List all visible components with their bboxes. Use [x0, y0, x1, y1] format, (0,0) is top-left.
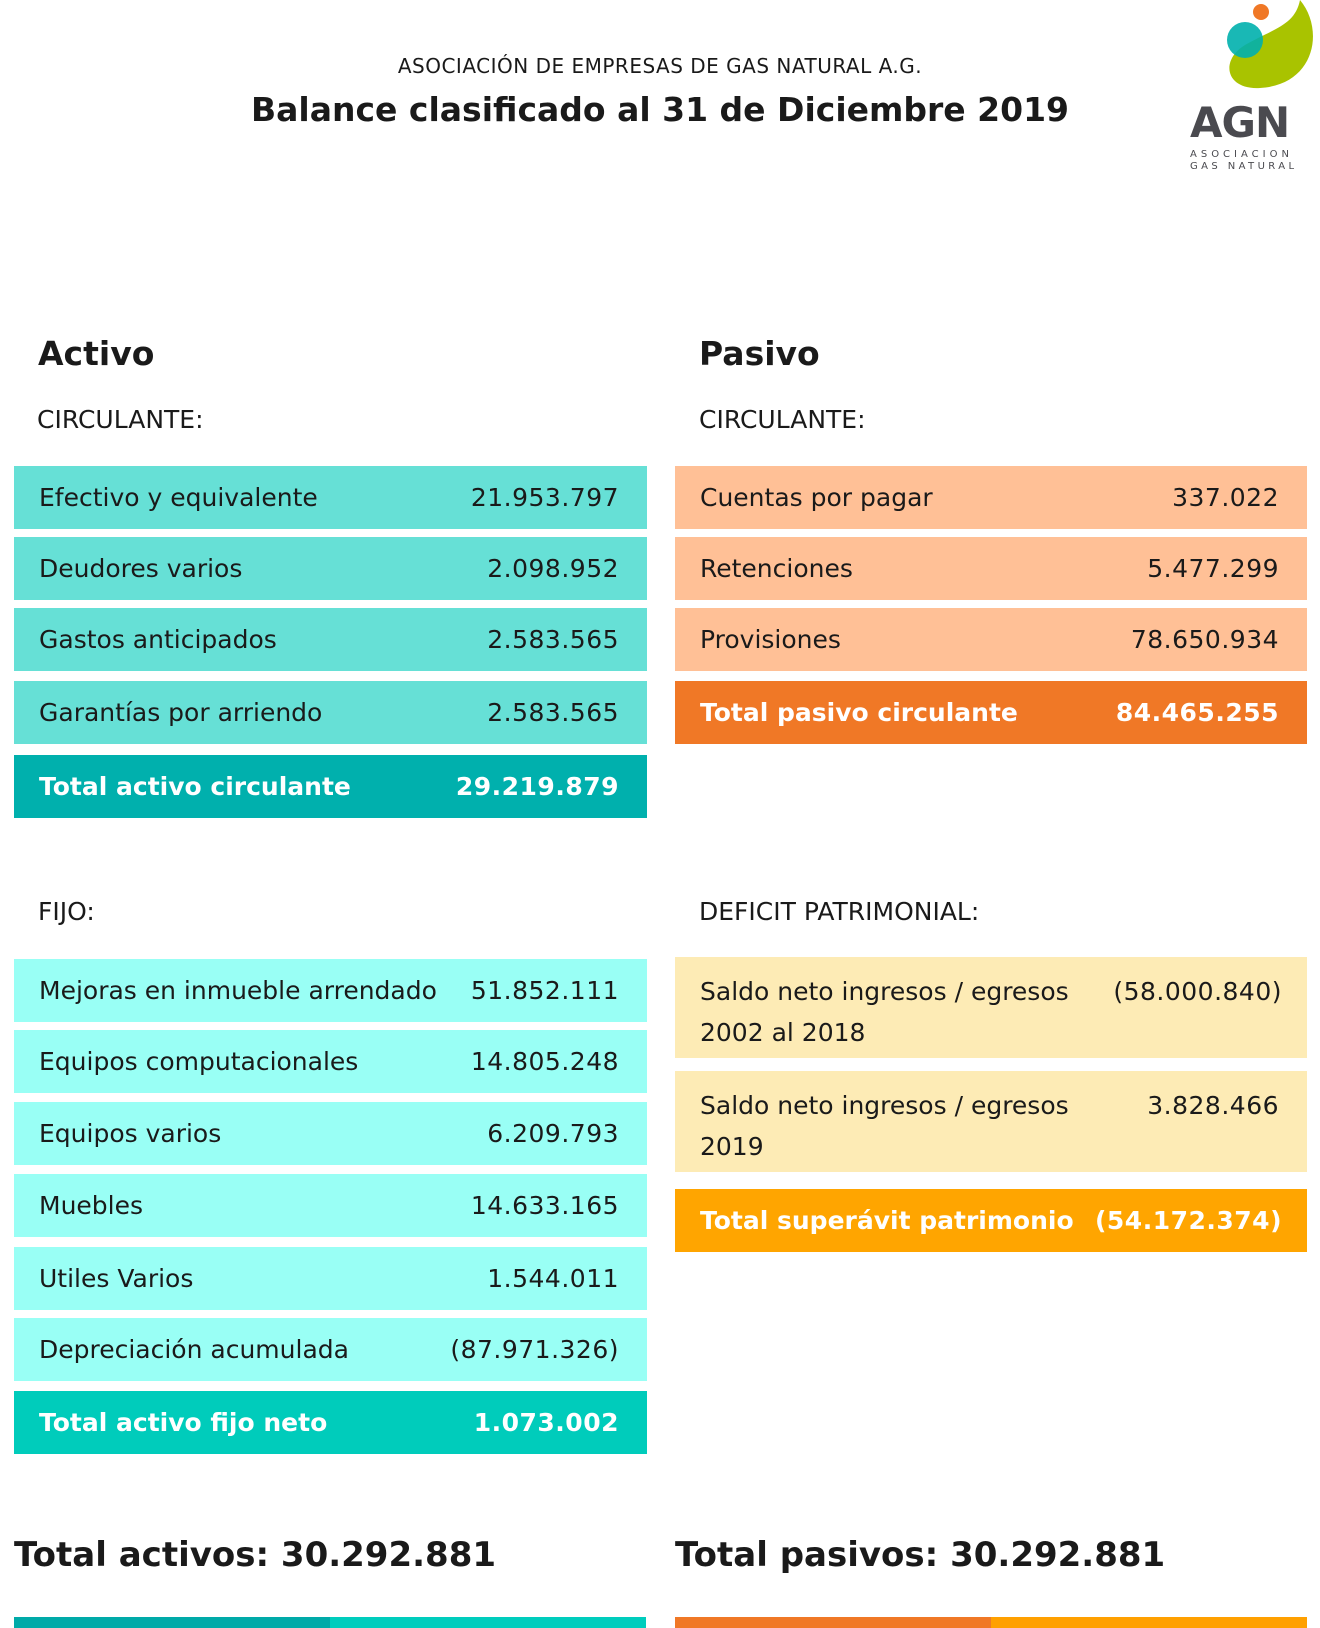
row-label: Saldo neto ingresos / egresos 2019 [700, 1091, 1069, 1161]
table-row: Equipos varios 6.209.793 [14, 1102, 647, 1165]
activo-bar-dark [14, 1617, 330, 1628]
row-value: 2.098.952 [487, 554, 619, 583]
row-value: 1.544.011 [487, 1264, 619, 1293]
row-value: 51.852.111 [470, 976, 619, 1005]
row-label: Saldo neto ingresos / egresos 2002 al 20… [700, 977, 1069, 1047]
total-row: Total activo circulante 29.219.879 [14, 755, 647, 818]
row-label: Equipos computacionales [39, 1047, 359, 1076]
table-row: Efectivo y equivalente 21.953.797 [14, 466, 647, 529]
total-value: 84.465.255 [1115, 698, 1279, 727]
row-label: Cuentas por pagar [700, 483, 933, 512]
activo-bar-light [330, 1617, 646, 1628]
table-row: Saldo neto ingresos / egresos 2002 al 20… [675, 957, 1307, 1058]
row-value: 78.650.934 [1130, 625, 1279, 654]
row-label: Provisiones [700, 625, 841, 654]
table-row: Utiles Varios 1.544.011 [14, 1247, 647, 1310]
total-value: 29.219.879 [455, 772, 619, 801]
row-label: Equipos varios [39, 1119, 222, 1148]
total-activos: Total activos: 30.292.881 [14, 1535, 497, 1575]
row-value: 6.209.793 [487, 1119, 619, 1148]
row-label: Efectivo y equivalente [39, 483, 318, 512]
row-label: Retenciones [700, 554, 853, 583]
row-value: 14.633.165 [470, 1191, 619, 1220]
page-title: Balance clasificado al 31 de Diciembre 2… [250, 90, 1070, 129]
table-row: Muebles 14.633.165 [14, 1174, 647, 1237]
logo-line1: ASOCIACION [1190, 149, 1293, 160]
table-row: Gastos anticipados 2.583.565 [14, 608, 647, 671]
table-row: Retenciones 5.477.299 [675, 537, 1307, 600]
organization-name: ASOCIACIÓN DE EMPRESAS DE GAS NATURAL A.… [397, 54, 923, 78]
deficit-label: DEFICIT PATRIMONIAL: [699, 897, 980, 926]
table-row: Depreciación acumulada (87.971.326) [14, 1318, 647, 1381]
logo-line2: GAS NATURAL [1190, 161, 1298, 172]
activo-heading: Activo [38, 334, 155, 373]
row-label: Depreciación acumulada [39, 1335, 349, 1364]
total-row: Total superávit patrimonio (54.172.374) [675, 1189, 1307, 1252]
row-label: Garantías por arriendo [39, 698, 323, 727]
row-value: 2.583.565 [487, 698, 619, 727]
total-row: Total activo fijo neto 1.073.002 [14, 1391, 647, 1454]
total-label: Total activo fijo neto [39, 1408, 328, 1437]
row-label: Utiles Varios [39, 1264, 194, 1293]
table-row: Deudores varios 2.098.952 [14, 537, 647, 600]
pasivo-circulante-label: CIRCULANTE: [699, 405, 866, 434]
row-label: Gastos anticipados [39, 625, 277, 654]
row-value: 2.583.565 [487, 625, 619, 654]
total-label: Total activo circulante [39, 772, 351, 801]
row-label: Mejoras en inmueble arrendado [39, 976, 437, 1005]
logo-leaf-icon [1227, 0, 1313, 89]
table-row: Saldo neto ingresos / egresos 2019 3.828.… [675, 1071, 1307, 1172]
agn-logo: AGN ASOCIACION GAS NATURAL [1190, 0, 1320, 175]
pasivo-bar-light [991, 1617, 1307, 1628]
row-value: 3.828.466 [1147, 1091, 1279, 1120]
table-row: Garantías por arriendo 2.583.565 [14, 681, 647, 744]
total-label: Total pasivo circulante [700, 698, 1018, 727]
row-value: 5.477.299 [1147, 554, 1279, 583]
row-label: Muebles [39, 1191, 144, 1220]
pasivo-bar-dark [675, 1617, 991, 1628]
table-row: Mejoras en inmueble arrendado 51.852.111 [14, 959, 647, 1022]
row-value: 14.805.248 [470, 1047, 619, 1076]
row-value: (58.000.840) [1113, 977, 1282, 1006]
table-row: Provisiones 78.650.934 [675, 608, 1307, 671]
row-value: (87.971.326) [450, 1335, 619, 1364]
activo-circulante-label: CIRCULANTE: [37, 405, 204, 434]
table-row: Cuentas por pagar 337.022 [675, 466, 1307, 529]
total-pasivos: Total pasivos: 30.292.881 [675, 1535, 1166, 1575]
table-row: Equipos computacionales 14.805.248 [14, 1030, 647, 1093]
total-value: 1.073.002 [473, 1408, 619, 1437]
logo-text: AGN [1190, 98, 1290, 147]
total-row: Total pasivo circulante 84.465.255 [675, 681, 1307, 744]
total-label: Total superávit patrimonio [700, 1206, 1074, 1235]
row-label: Deudores varios [39, 554, 243, 583]
total-value: (54.172.374) [1094, 1206, 1282, 1235]
fijo-label: FIJO: [38, 897, 95, 926]
row-value: 337.022 [1172, 483, 1279, 512]
row-value: 21.953.797 [470, 483, 619, 512]
pasivo-heading: Pasivo [699, 334, 820, 373]
